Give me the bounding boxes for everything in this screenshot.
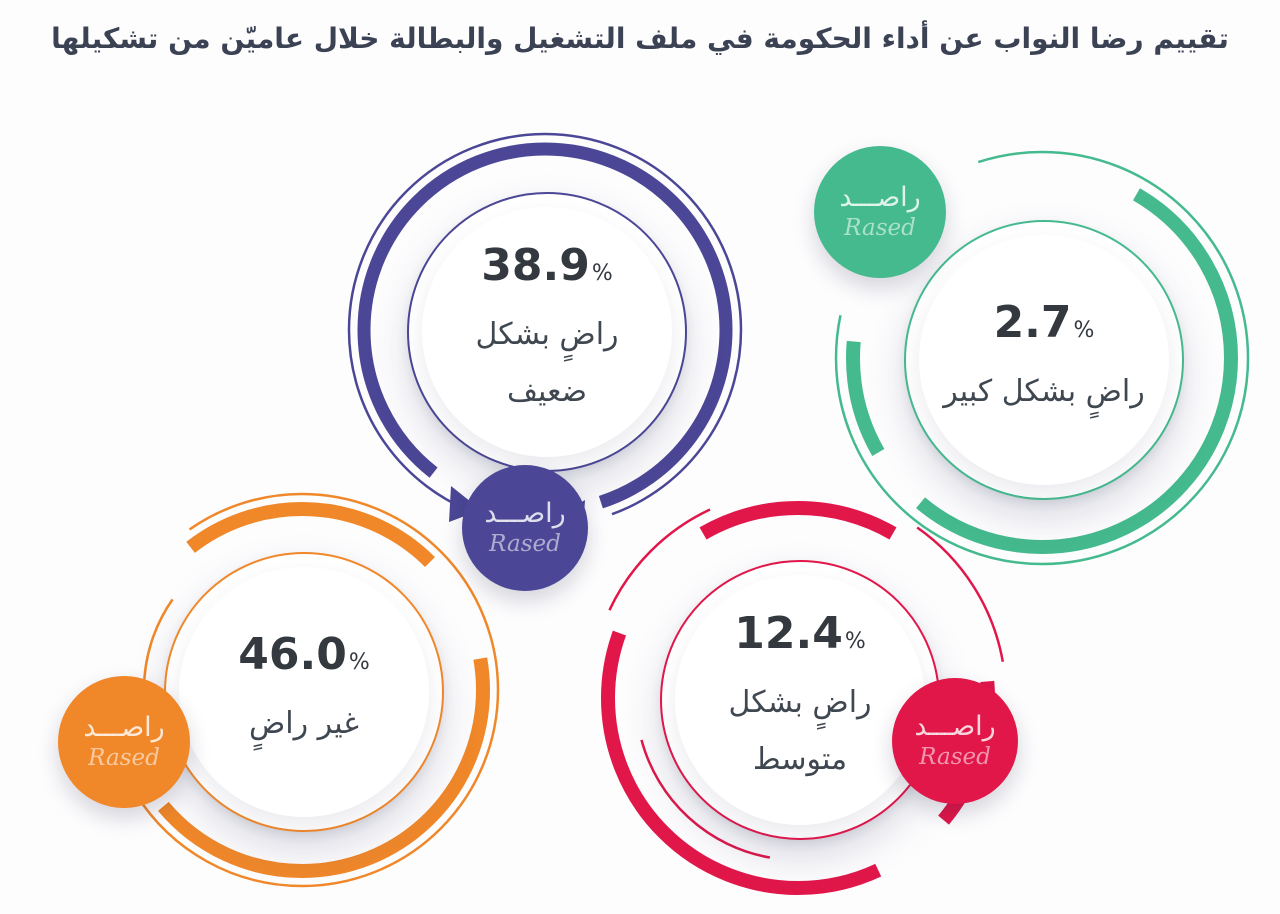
stat-circle-weakly-satisfied: 38.9% راضٍ بشكل ضعيف راصـــد Rased (335, 120, 755, 591)
rased-logo-latin: Rased (489, 530, 561, 557)
stat-label: راضٍ بشكل ضعيف (475, 317, 619, 409)
plate-rim (919, 235, 1169, 485)
plate-rim (179, 567, 429, 817)
stat-label: غير راضٍ (249, 705, 359, 741)
stat-plate: 12.4% راضٍ بشكل متوسط (660, 560, 940, 840)
rased-logo-badge: راصـــد Rased (462, 465, 588, 591)
rased-logo-arabic: راصـــد (83, 712, 165, 743)
stat-plate: 2.7% راضٍ بشكل كبير (904, 220, 1184, 500)
stat-label: راضٍ بشكل كبير (943, 373, 1145, 409)
rased-logo-badge: راصـــد Rased (814, 146, 946, 278)
plate-rim (422, 207, 672, 457)
stat-value: 38.9% (481, 240, 613, 291)
stat-value: 2.7% (993, 296, 1095, 348)
stat-value: 46.0% (238, 628, 370, 680)
rased-logo-badge: راصـــد Rased (58, 676, 190, 808)
rased-logo-latin: Rased (919, 743, 991, 770)
stat-plate: 38.9% راضٍ بشكل ضعيف (407, 192, 687, 472)
stat-circle-highly-satisfied: 2.7% راضٍ بشكل كبير راصـــد Rased (814, 138, 1262, 578)
rased-logo-arabic: راصـــد (914, 711, 996, 742)
ring-highly-satisfied (834, 150, 1250, 566)
rased-logo-latin: Rased (88, 744, 160, 771)
stat-plate: 46.0% غير راضٍ (164, 552, 444, 832)
plate-rim (675, 575, 925, 825)
stat-label: راضٍ بشكل متوسط (728, 685, 872, 777)
rased-logo-latin: Rased (844, 214, 916, 241)
rased-logo-badge: راصـــد Rased (892, 678, 1018, 804)
rased-logo-arabic: راصـــد (839, 182, 921, 213)
stat-circle-moderately-satisfied: 12.4% راضٍ بشكل متوسط راصـــد Rased (578, 478, 1018, 914)
page-title: تقييم رضا النواب عن أداء الحكومة في ملف … (51, 22, 1229, 55)
stat-circle-unsatisfied: 46.0% غير راضٍ راصـــد Rased (58, 480, 512, 900)
rased-logo-arabic: راصـــد (484, 498, 566, 529)
stat-value: 12.4% (734, 608, 866, 659)
